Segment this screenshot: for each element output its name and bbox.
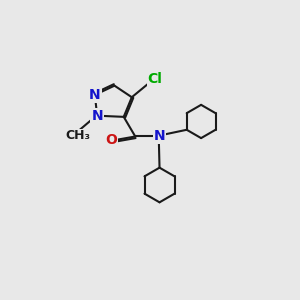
Text: CH₃: CH₃ bbox=[65, 129, 90, 142]
Text: Cl: Cl bbox=[148, 72, 162, 86]
Text: N: N bbox=[91, 109, 103, 123]
Text: O: O bbox=[106, 134, 117, 147]
Text: N: N bbox=[89, 88, 101, 102]
Text: N: N bbox=[154, 130, 165, 143]
